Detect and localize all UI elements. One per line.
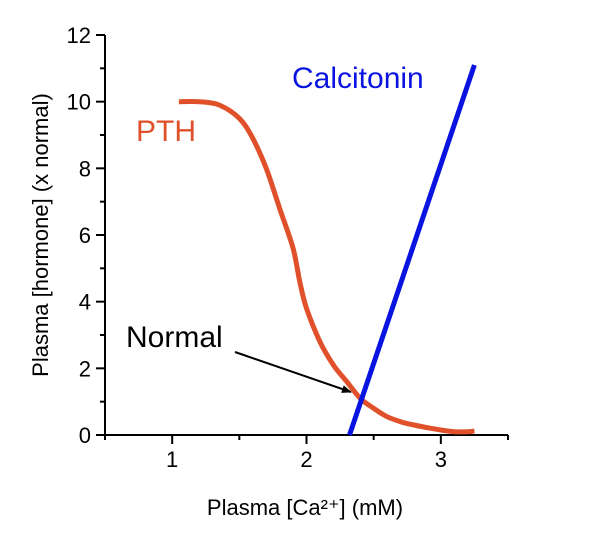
x-tick-label: 2 (300, 447, 312, 472)
axes (104, 35, 508, 436)
x-axis-title: Plasma [Ca²⁺] (mM) (207, 495, 403, 520)
annotation-normal: Normal (126, 321, 223, 354)
y-tick-label: 4 (79, 290, 91, 315)
y-tick-label: 0 (79, 423, 91, 448)
x-axis-ticks: 1 2 3 (104, 435, 509, 472)
series-label-calcitonin: Calcitonin (292, 62, 424, 95)
y-tick-label: 8 (79, 156, 91, 181)
series-layer (178, 64, 477, 436)
y-tick-label: 6 (79, 223, 91, 248)
annotation-arrow (234, 351, 352, 393)
series-label-pth: PTH (136, 115, 196, 148)
y-axis-ticks: 0 2 4 6 8 10 12 (67, 23, 105, 448)
series-line-pth (178, 98, 475, 435)
y-tick-label: 10 (67, 90, 91, 115)
x-tick-label: 3 (435, 447, 447, 472)
x-tick-label: 1 (166, 447, 178, 472)
series-line-calcitonin (347, 64, 477, 436)
y-tick-label: 2 (79, 356, 91, 381)
labels-layer: PTH Calcitonin Normal (126, 62, 424, 393)
y-axis-title: Plasma [hormone] (x normal) (28, 93, 53, 377)
y-tick-label: 12 (67, 23, 91, 48)
